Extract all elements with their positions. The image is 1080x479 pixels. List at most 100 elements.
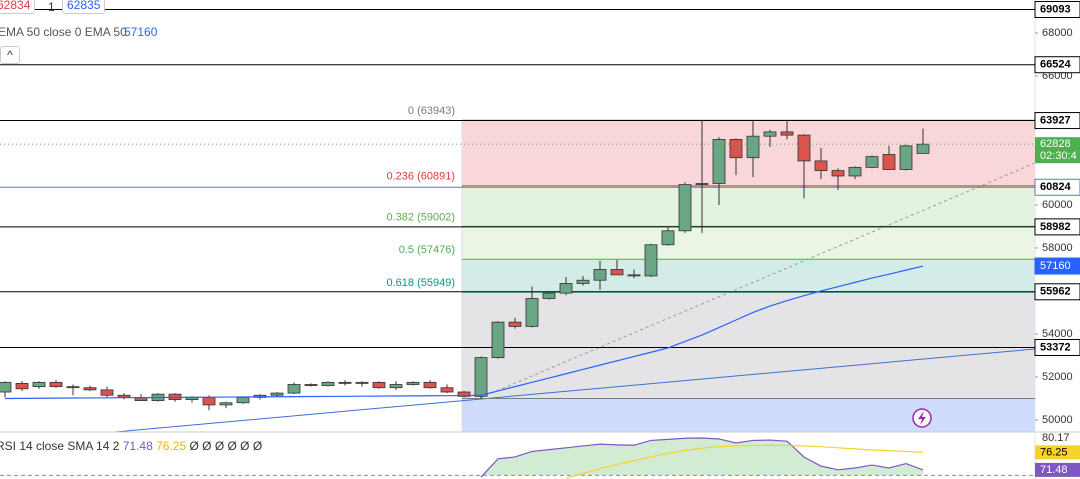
candle-body <box>593 269 607 281</box>
fib-zone <box>462 185 1035 227</box>
level-tag-label: 53372 <box>1040 341 1071 353</box>
ema-tag <box>1034 257 1080 275</box>
rsi-legend-value: 71.48 <box>122 439 153 453</box>
candle-body <box>15 383 29 390</box>
rsi-tag <box>1035 462 1080 477</box>
y-tick-label: 50000 <box>1042 414 1073 426</box>
fib-label: 0.236 (60891) <box>387 171 456 183</box>
candle-body <box>372 381 386 389</box>
ema-legend: EMA 50 close 0 EMA 50 <box>0 25 127 39</box>
level-tag <box>1034 218 1080 236</box>
candle-body <box>100 389 114 396</box>
fib-label: 0.382 (59002) <box>387 211 456 223</box>
candle-body <box>627 274 641 277</box>
candle-body <box>406 381 420 385</box>
fib-label: 0.618 (55949) <box>387 277 456 289</box>
level-tag-label: 58982 <box>1040 221 1071 233</box>
level-tag <box>1034 112 1080 130</box>
level-tag-label: 66524 <box>1040 59 1071 71</box>
level-tag <box>1034 178 1080 196</box>
rsi-max-label: 80.17 <box>1042 432 1070 444</box>
rsi-legend-sma: 76.25 <box>156 439 187 453</box>
rsi-tag-label: 71.48 <box>1040 464 1068 476</box>
y-tick-label: 68000 <box>1042 27 1073 39</box>
rsi-sma-tag-label: 76.25 <box>1040 446 1068 458</box>
candle-body <box>882 154 896 170</box>
candle-body <box>610 269 624 276</box>
candle-body <box>389 384 403 389</box>
candle-body <box>729 139 743 159</box>
candle-body <box>678 184 692 232</box>
fib-zone <box>462 398 1035 432</box>
trend-line <box>479 162 1036 399</box>
candle-body <box>899 145 913 170</box>
rsi-legend-label: RSI 14 close SMA 14 2 <box>0 439 120 453</box>
level-tag-label: 69093 <box>1040 3 1071 15</box>
candle-body <box>219 402 233 406</box>
ema-tag-label: 57160 <box>1040 260 1071 272</box>
collapse-button[interactable]: ^ <box>0 46 20 64</box>
level-tag-label: 60824 <box>1040 181 1071 193</box>
candle-body <box>321 381 335 386</box>
candle-body <box>270 392 284 396</box>
trend-line <box>114 348 1036 433</box>
level-tag-label: 63927 <box>1040 114 1071 126</box>
fib-zone <box>462 292 1035 399</box>
candle-body <box>780 131 794 136</box>
candle-body <box>542 292 556 299</box>
candle-body <box>763 131 777 137</box>
ema-line <box>4 265 924 400</box>
candle-body <box>423 381 437 389</box>
candle-body <box>865 156 879 168</box>
fib-label: 0 (63943) <box>408 105 455 117</box>
price-tag-label: 62828 <box>1040 138 1071 150</box>
level-tag <box>1034 283 1080 301</box>
candle-body <box>49 381 63 388</box>
candle-body <box>457 391 471 397</box>
candle-body <box>440 387 454 393</box>
candle-body <box>712 139 726 184</box>
price-tag <box>1035 137 1080 164</box>
candle-body <box>508 321 522 327</box>
candle-body <box>576 279 590 284</box>
candle-body <box>66 386 80 389</box>
candle-body <box>695 183 709 185</box>
bid-box[interactable]: 62834 <box>0 0 36 14</box>
level-tag <box>1034 1 1080 19</box>
fib-zone <box>462 226 1035 260</box>
candle-body <box>355 381 369 384</box>
price-countdown: 02:30:4 <box>1040 150 1077 162</box>
alert-icon[interactable] <box>912 408 932 428</box>
ema-legend-value: 57160 <box>124 25 158 39</box>
candle-body <box>559 283 573 294</box>
candle-body <box>814 160 828 171</box>
level-tag <box>1034 338 1080 356</box>
candle-body <box>746 135 760 159</box>
candle-body <box>474 357 488 397</box>
candle-body <box>525 298 539 327</box>
rsi-legend-placeholders: Ø Ø Ø Ø Ø Ø <box>189 439 263 453</box>
candle-body <box>202 396 216 406</box>
candle-body <box>644 244 658 277</box>
y-tick-label: 58000 <box>1042 242 1073 254</box>
rsi-line <box>480 437 924 478</box>
candle-body <box>0 381 12 393</box>
y-tick-label: 52000 <box>1042 371 1073 383</box>
candle-body <box>491 321 505 359</box>
candle-body <box>287 384 301 394</box>
fib-label: 0.5 (57476) <box>399 244 455 256</box>
ask-box[interactable]: 62835 <box>62 0 106 14</box>
rsi-area <box>481 437 923 478</box>
candle-body <box>831 170 845 177</box>
level-tag-label: 55962 <box>1040 286 1071 298</box>
spread: 1 <box>48 0 55 14</box>
y-tick-label: 54000 <box>1042 328 1073 340</box>
y-tick-label: 60000 <box>1042 199 1073 211</box>
candle-body <box>661 230 675 246</box>
candle-body <box>117 394 131 398</box>
rsi-legend: RSI 14 close SMA 14 2 71.48 76.25 Ø Ø Ø … <box>0 439 262 453</box>
candle-body <box>916 143 930 154</box>
candle-body <box>338 381 352 384</box>
